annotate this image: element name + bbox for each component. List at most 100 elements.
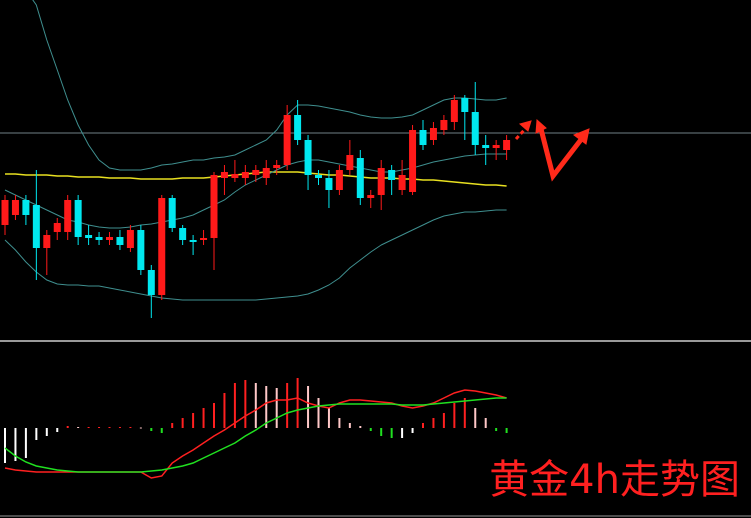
- candle-body: [262, 168, 270, 178]
- candle-body: [11, 200, 19, 215]
- macd-bar: [327, 408, 330, 428]
- candle-body: [440, 120, 448, 130]
- macd-bar: [160, 428, 163, 433]
- macd-panel: [4, 378, 508, 479]
- macd-bar: [24, 428, 27, 458]
- candle-body: [503, 140, 511, 150]
- arrow-head: [535, 118, 547, 134]
- arrow-line: [514, 126, 528, 141]
- macd-bar: [286, 383, 289, 428]
- macd-bar: [432, 418, 435, 428]
- macd-bar: [139, 427, 142, 429]
- candle-body: [1, 200, 9, 225]
- macd-bar: [98, 427, 101, 428]
- macd-bar: [411, 428, 414, 433]
- candle-body: [492, 145, 500, 148]
- candle-body: [74, 200, 82, 237]
- candle-body: [106, 237, 113, 240]
- candle-body: [22, 200, 30, 215]
- candle-body: [189, 240, 197, 242]
- candle-body: [482, 145, 490, 148]
- macd-bar: [401, 428, 404, 438]
- arrow-head: [518, 120, 532, 132]
- candle-body: [356, 158, 364, 198]
- candle-body: [429, 128, 437, 140]
- candle-body: [126, 230, 134, 248]
- macd-bar: [223, 393, 226, 428]
- macd-bar: [474, 408, 477, 428]
- candle-body: [315, 175, 322, 178]
- macd-bar: [14, 428, 17, 461]
- macd-bar: [108, 427, 111, 428]
- macd-bar: [202, 408, 205, 428]
- macd-bar: [369, 428, 372, 431]
- candle-body: [231, 174, 239, 178]
- candle-body: [283, 115, 291, 165]
- macd-bar: [296, 378, 299, 428]
- candle-body: [158, 198, 166, 295]
- macd-bar: [254, 383, 257, 428]
- candle-body: [210, 175, 218, 238]
- candle-body: [419, 130, 427, 145]
- candle-body: [241, 172, 249, 178]
- candle-body: [325, 178, 333, 190]
- candle-body: [471, 112, 479, 145]
- macd-bar: [265, 386, 268, 428]
- candle-body: [273, 165, 281, 168]
- line: [4, 209, 507, 301]
- candle-body: [53, 223, 61, 232]
- macd-bar: [380, 428, 383, 436]
- macd-bar: [307, 386, 310, 428]
- macd-bar: [181, 418, 184, 428]
- macd-bar: [463, 398, 466, 428]
- arrow-line: [537, 124, 585, 182]
- candle-body: [95, 237, 103, 240]
- candle-body: [398, 175, 406, 190]
- candle-body: [43, 235, 51, 248]
- macd-bar: [66, 426, 69, 428]
- candle-body: [116, 237, 124, 245]
- candle-body: [450, 100, 458, 122]
- line: [32, 0, 507, 171]
- candle-body: [461, 98, 469, 112]
- macd-bar: [4, 428, 6, 463]
- candle-body: [304, 140, 312, 175]
- candle-body: [335, 170, 343, 190]
- macd-bar: [244, 380, 247, 428]
- macd-bar: [505, 428, 508, 433]
- candle-body: [409, 130, 417, 192]
- candle-body: [137, 230, 145, 270]
- macd-bar: [390, 428, 393, 438]
- candle-body: [346, 155, 354, 170]
- macd-bar: [442, 413, 445, 428]
- macd-bar: [171, 423, 174, 428]
- macd-bar: [359, 426, 362, 428]
- macd-bar: [45, 428, 48, 436]
- candle-body: [168, 198, 176, 228]
- macd-bar: [213, 403, 215, 428]
- macd-bar: [150, 428, 153, 431]
- candle-body: [377, 168, 385, 195]
- macd-bar: [348, 423, 351, 428]
- forecast-arrows: [514, 118, 590, 182]
- macd-bar: [56, 428, 59, 432]
- candle-body: [367, 195, 375, 198]
- macd-bar: [317, 398, 320, 428]
- candle-body: [32, 205, 40, 248]
- candle-body: [294, 115, 302, 140]
- macd-bar: [422, 423, 424, 428]
- price-panel: [0, 0, 751, 318]
- macd-bar: [87, 427, 90, 428]
- macd-bar: [275, 388, 278, 428]
- macd-bar: [129, 427, 132, 428]
- macd-bar: [118, 427, 121, 428]
- candle-body: [200, 238, 208, 240]
- candle-body: [64, 200, 72, 232]
- candle-body: [388, 170, 396, 180]
- macd-bar: [233, 383, 236, 428]
- macd-bar: [192, 413, 195, 428]
- candle-body: [85, 235, 93, 238]
